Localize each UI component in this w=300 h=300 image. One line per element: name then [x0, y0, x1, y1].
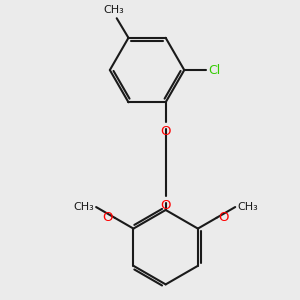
- Text: CH₃: CH₃: [74, 202, 94, 212]
- Text: O: O: [218, 211, 229, 224]
- Text: Cl: Cl: [208, 64, 220, 76]
- Text: O: O: [160, 199, 171, 212]
- Text: CH₃: CH₃: [237, 202, 258, 212]
- Text: O: O: [102, 211, 113, 224]
- Text: O: O: [160, 125, 171, 138]
- Text: CH₃: CH₃: [103, 5, 124, 15]
